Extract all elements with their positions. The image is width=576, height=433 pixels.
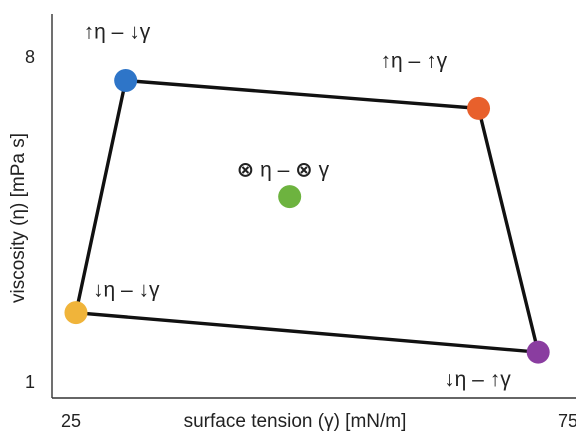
eta-arrow-icon: ↓ [444, 368, 455, 391]
y-axis-label: viscosity (η) [mPa s] [8, 133, 29, 303]
annotation-neutral: ⊗ η – ⊗ γ [237, 159, 330, 182]
x-tick-right: 75 [558, 411, 576, 431]
eta-arrow-icon: ⊗ [237, 159, 255, 182]
region-outline [73, 78, 541, 355]
annotation-low-eta-high-gamma: ↓η – ↑γ [444, 368, 511, 391]
data-point-low-eta-high-gamma [526, 340, 550, 364]
data-point-high-eta-high-gamma [467, 96, 491, 120]
eta-arrow-icon: ↑ [381, 49, 392, 72]
gamma-arrow-icon: ⊗ [295, 159, 318, 182]
data-point-neutral [278, 185, 302, 209]
gamma-arrow-icon: ↑ [426, 49, 437, 72]
data-point-low-eta-low-gamma [64, 301, 88, 325]
gamma-arrow-icon: ↓ [139, 279, 150, 302]
y-tick-bottom: 1 [25, 372, 35, 392]
x-axis-label: surface tension (γ) [mN/m] [184, 411, 407, 432]
x-tick-left: 25 [61, 411, 81, 431]
annotation-high-eta-high-gamma: ↑η – ↑γ [381, 49, 448, 72]
gamma-arrow-icon: ↓ [129, 21, 140, 44]
data-points [64, 69, 550, 364]
eta-arrow-icon: ↓ [93, 279, 104, 302]
annotation-low-eta-low-gamma: ↓η – ↓γ [93, 279, 160, 302]
point-annotations: ↑η – ↓γ ↑η – ↑γ ↓η – ↓γ ↓η – ↑γ ⊗ η – ⊗ γ [84, 21, 512, 392]
eta-arrow-icon: ↑ [84, 21, 95, 44]
data-point-high-eta-low-gamma [114, 69, 138, 93]
gamma-arrow-icon: ↑ [490, 368, 501, 391]
annotation-high-eta-low-gamma: ↑η – ↓γ [84, 21, 151, 44]
y-tick-top: 8 [25, 47, 35, 67]
